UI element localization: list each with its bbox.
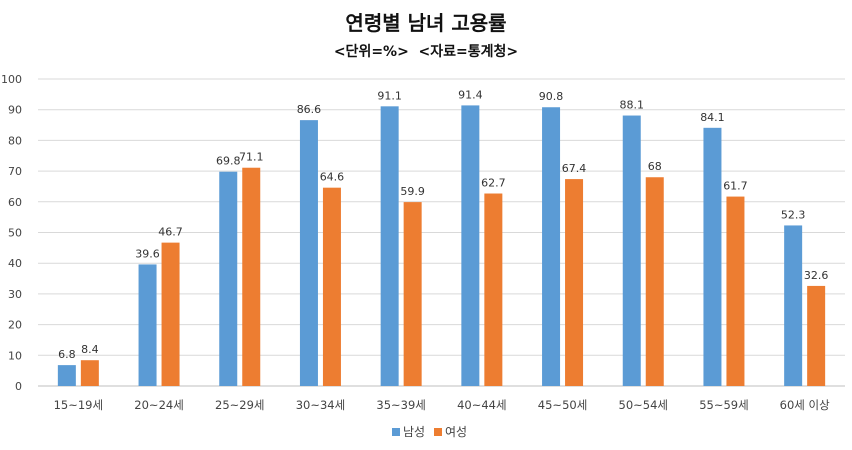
chart-title: 연령별 남녀 고용률 [345, 11, 506, 35]
legend[interactable]: 남성 여성 [392, 425, 467, 439]
bar-male[interactable] [219, 171, 238, 386]
bar-male[interactable] [57, 365, 76, 386]
bar-female[interactable] [484, 193, 503, 386]
bar-female[interactable] [403, 202, 422, 386]
bar-male[interactable] [461, 105, 480, 386]
bar-male[interactable] [542, 107, 561, 386]
y-tick-label: 100 [1, 73, 22, 86]
bar-male[interactable] [138, 264, 157, 386]
data-label: 64.6 [320, 171, 345, 184]
bar-female[interactable] [726, 196, 745, 386]
x-tick-label: 20~24세 [134, 398, 183, 412]
bar-female[interactable] [161, 242, 180, 386]
x-tick-label: 35~39세 [376, 398, 425, 412]
bar-female[interactable] [565, 179, 584, 386]
data-label: 86.6 [297, 103, 322, 116]
bar-male[interactable] [380, 106, 399, 386]
legend-item-female[interactable]: 여성 [434, 425, 467, 439]
data-label: 6.8 [58, 348, 76, 361]
y-tick-label: 20 [8, 319, 22, 332]
y-tick-label: 70 [8, 165, 22, 178]
y-tick-label: 0 [15, 380, 22, 393]
legend-swatch [434, 428, 442, 436]
bar-male[interactable] [299, 120, 318, 386]
bar-female[interactable] [645, 177, 664, 386]
y-tick-label: 40 [8, 257, 22, 270]
x-axis-ticks: 15~19세 20~24세 25~29세 30~34세 35~39세 40~44세 45~5… [54, 398, 830, 412]
bar-female[interactable] [322, 187, 341, 386]
x-tick-label: 15~19세 [54, 398, 103, 412]
bar-female[interactable] [807, 285, 826, 386]
chart-subtitle: <단위=%> <자료=통계청> [334, 43, 518, 60]
y-tick-label: 50 [8, 227, 22, 240]
bar-female[interactable] [80, 360, 99, 386]
data-label: 39.6 [135, 247, 160, 260]
bar-male[interactable] [703, 127, 722, 387]
data-label: 91.1 [377, 89, 402, 102]
y-axis-ticks: 0 10 20 30 40 50 60 70 80 90 100 [1, 73, 22, 393]
data-label: 52.3 [781, 208, 806, 221]
x-tick-label: 30~34세 [296, 398, 345, 412]
data-label: 91.4 [458, 88, 483, 101]
y-tick-label: 10 [8, 349, 22, 362]
data-label: 46.7 [158, 226, 183, 239]
data-label: 59.9 [400, 185, 425, 198]
data-labels: 6.8 8.4 39.6 46.7 69.871.1 86.6 64.6 91.1 59.9 91… [58, 88, 828, 361]
y-tick-label: 90 [8, 104, 22, 117]
data-label: 90.8 [539, 90, 564, 103]
legend-swatch [392, 428, 400, 436]
data-label: 71.1 [239, 151, 264, 164]
legend-label: 여성 [445, 425, 467, 439]
data-label: 84.1 [700, 111, 725, 124]
x-tick-label: 25~29세 [215, 398, 264, 412]
x-tick-label: 55~59세 [699, 398, 748, 412]
data-label: 68 [648, 160, 662, 173]
bar-male[interactable] [784, 225, 803, 386]
data-label: 32.6 [804, 269, 829, 282]
x-tick-label: 45~50세 [538, 398, 587, 412]
legend-item-male[interactable]: 남성 [392, 425, 425, 439]
data-label: 69.8 [216, 155, 241, 168]
data-label: 61.7 [723, 180, 748, 193]
x-tick-label: 40~44세 [457, 398, 506, 412]
x-tick-label: 50~54세 [619, 398, 668, 412]
data-label: 88.1 [620, 99, 645, 112]
y-tick-label: 30 [8, 288, 22, 301]
data-label: 67.4 [562, 162, 587, 175]
bars [57, 105, 826, 387]
y-tick-label: 60 [8, 196, 22, 209]
data-label: 62.7 [481, 177, 506, 190]
bar-male[interactable] [622, 115, 641, 387]
legend-label: 남성 [403, 425, 425, 439]
data-label: 8.4 [81, 343, 99, 356]
bar-female[interactable] [242, 167, 261, 386]
x-tick-label: 60세 이상 [780, 398, 830, 412]
y-tick-label: 80 [8, 134, 22, 147]
